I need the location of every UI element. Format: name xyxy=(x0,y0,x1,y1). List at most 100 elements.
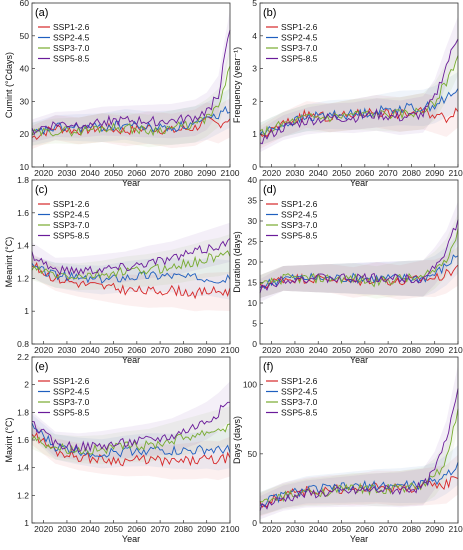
x-axis-label: Year xyxy=(122,355,140,365)
panel-f: 2020 2030 2040 2050 2060 2070 2080 2090 2100 0 50 1… xyxy=(232,356,463,544)
panel-letter: (d) xyxy=(263,184,276,196)
y-tick-label: 50 xyxy=(20,31,30,41)
series-line-ssp5-8.5 xyxy=(31,29,231,135)
y-tick-label: 1.6 xyxy=(17,435,29,445)
x-tick-label: 2030 xyxy=(285,524,304,534)
x-tick-label: 2050 xyxy=(104,168,123,178)
y-tick-label: 1 xyxy=(252,129,257,139)
y-tick-label: 30 xyxy=(20,96,30,106)
x-tick-label: 2080 xyxy=(402,524,421,534)
series-line-ssp3-7.0 xyxy=(259,408,459,504)
x-tick-label: 2030 xyxy=(57,345,76,355)
legend-label: SSP1-2.6 xyxy=(281,22,318,32)
x-axis-label: Year xyxy=(350,178,368,188)
panel-b: 2020 2030 2040 2050 2060 2070 2080 2090 2100 0 1 2 3… xyxy=(232,0,463,188)
uncertainty-band-ssp2-4.5 xyxy=(260,445,458,516)
x-tick-label: 2070 xyxy=(379,168,398,178)
y-tick-label: 2.2 xyxy=(17,352,29,362)
y-tick-label: 1.4 xyxy=(17,241,29,251)
y-axis-label: Duration (days) xyxy=(232,231,242,293)
uncertainty-band-ssp1-2.6 xyxy=(32,253,230,312)
legend-label: SSP5-8.5 xyxy=(53,408,90,418)
series-line-ssp3-7.0 xyxy=(259,55,459,139)
legend-label: SSP1-2.6 xyxy=(53,376,90,386)
series-line-ssp1-2.6 xyxy=(31,261,231,300)
uncertainty-band-ssp1-2.6 xyxy=(260,246,458,300)
series-line-ssp3-7.0 xyxy=(31,423,231,455)
x-tick-label: 2040 xyxy=(81,168,100,178)
legend-label: SSP5-8.5 xyxy=(281,408,318,418)
series-line-ssp5-8.5 xyxy=(259,38,459,145)
y-axis-label: Meanint (°C) xyxy=(4,237,14,288)
series-line-ssp3-7.0 xyxy=(259,228,459,288)
legend-label: SSP5-8.5 xyxy=(53,231,90,241)
legend-label: SSP1-2.6 xyxy=(53,22,90,32)
y-tick-label: 2 xyxy=(24,380,29,390)
y-tick-label: 1.8 xyxy=(17,407,29,417)
y-tick-label: 1.8 xyxy=(17,175,29,185)
y-tick-label: 1.6 xyxy=(17,208,29,218)
y-tick-label: 0 xyxy=(252,339,257,349)
uncertainty-band-ssp5-8.5 xyxy=(260,364,458,520)
x-tick-label: 2090 xyxy=(425,345,444,355)
series-line-ssp2-4.5 xyxy=(31,422,231,458)
axes-frame xyxy=(259,356,459,524)
legend-label: SSP2-4.5 xyxy=(53,33,90,43)
x-tick-label: 2070 xyxy=(151,345,170,355)
legend-label: SSP3-7.0 xyxy=(281,397,318,407)
series-line-ssp2-4.5 xyxy=(31,262,231,284)
x-tick-label: 2080 xyxy=(174,524,193,534)
series-line-ssp2-4.5 xyxy=(259,462,459,508)
x-tick-label: 2020 xyxy=(34,345,53,355)
y-tick-label: 35 xyxy=(248,196,258,206)
y-tick-label: 0.8 xyxy=(17,339,29,349)
y-tick-label: 100 xyxy=(243,380,257,390)
x-tick-label: 2100 xyxy=(449,524,463,534)
x-tick-label: 2070 xyxy=(151,524,170,534)
x-axis-label: Year xyxy=(350,534,368,544)
legend-label: SSP2-4.5 xyxy=(281,33,318,43)
y-axis-label: Cumint (°Cdays) xyxy=(4,52,14,118)
x-tick-label: 2090 xyxy=(425,524,444,534)
y-tick-label: 3 xyxy=(252,64,257,74)
x-tick-label: 2020 xyxy=(262,168,281,178)
panel-d: 2020203020402050206020702080209021000510… xyxy=(232,175,463,365)
x-tick-label: 2080 xyxy=(402,345,421,355)
panel-letter: (e) xyxy=(35,361,48,373)
uncertainty-band-ssp1-2.6 xyxy=(32,98,230,149)
y-tick-label: 5 xyxy=(252,0,257,8)
y-tick-label: 40 xyxy=(248,175,258,185)
y-tick-label: 25 xyxy=(248,237,258,247)
y-tick-label: 5 xyxy=(252,319,257,329)
axes-frame xyxy=(31,179,231,345)
x-tick-label: 2060 xyxy=(127,524,146,534)
legend-label: SSP2-4.5 xyxy=(53,387,90,397)
x-tick-label: 2080 xyxy=(174,345,193,355)
x-tick-label: 2050 xyxy=(104,345,123,355)
x-tick-label: 2090 xyxy=(425,168,444,178)
y-tick-label: 1 xyxy=(24,306,29,316)
y-tick-label: 50 xyxy=(248,449,258,459)
y-axis-label: Days (days) xyxy=(232,416,242,464)
y-tick-label: 20 xyxy=(248,257,258,267)
uncertainty-band-ssp2-4.5 xyxy=(32,255,230,300)
x-tick-label: 2050 xyxy=(332,345,351,355)
x-tick-label: 2090 xyxy=(197,168,216,178)
legend-label: SSP1-2.6 xyxy=(281,376,318,386)
x-tick-label: 2020 xyxy=(262,524,281,534)
x-tick-label: 2060 xyxy=(127,345,146,355)
x-tick-label: 2050 xyxy=(332,524,351,534)
series-line-ssp5-8.5 xyxy=(259,388,459,512)
y-tick-label: 0 xyxy=(252,162,257,172)
x-axis-label: Year xyxy=(122,178,140,188)
panel-letter: (b) xyxy=(263,7,276,19)
x-tick-label: 2060 xyxy=(355,168,374,178)
x-tick-label: 2050 xyxy=(104,524,123,534)
x-tick-label: 2100 xyxy=(221,345,240,355)
legend-label: SSP5-8.5 xyxy=(281,231,318,241)
panel-letter: (c) xyxy=(35,184,48,196)
x-tick-label: 2040 xyxy=(309,345,328,355)
y-axis-label: Maxint (°C) xyxy=(4,417,14,462)
x-tick-label: 2060 xyxy=(355,345,374,355)
panel-letter: (f) xyxy=(263,361,273,373)
